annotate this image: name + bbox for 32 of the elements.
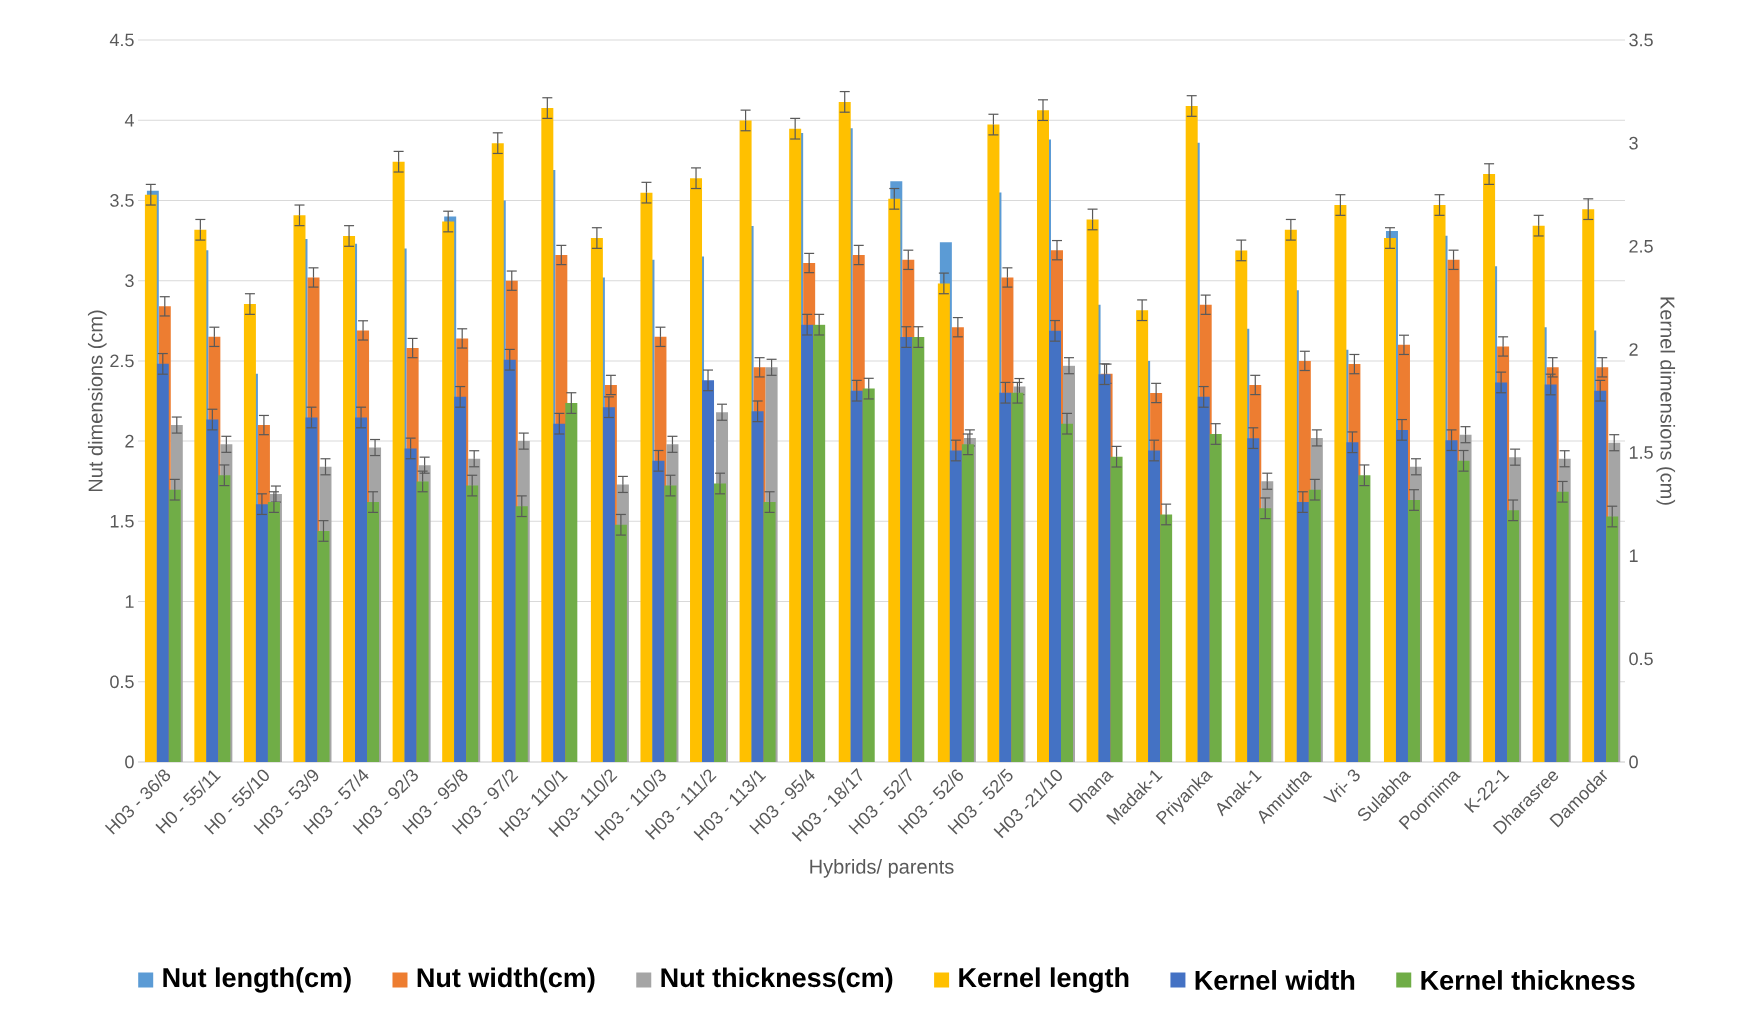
y2-tick-label: 1 xyxy=(1629,549,1638,562)
y2-tick-label: 3 xyxy=(1629,136,1638,150)
y-tick-label: 4.5 xyxy=(109,33,134,47)
bar xyxy=(1110,456,1123,762)
y2-tick-label: 0.5 xyxy=(1629,652,1653,666)
legend-label: Nut width(cm) xyxy=(417,967,595,993)
y-axis-title: Nut dimensions (cm) xyxy=(87,310,107,492)
legend-label: Kernel width xyxy=(1195,970,1355,990)
y2-tick-label: 2 xyxy=(1629,343,1638,356)
x-tick-label: Vri- 3 xyxy=(1322,769,1360,803)
y-tick-label: 0.5 xyxy=(110,675,134,689)
x-axis-title: Hybrids/ parents xyxy=(810,859,954,878)
y-tick-label: 2.5 xyxy=(110,354,134,368)
y-tick-label: 1 xyxy=(125,595,134,608)
bar xyxy=(690,178,703,762)
y2-axis-title: Kernel dimensions (cm) xyxy=(1656,297,1676,505)
y-tick-label: 2 xyxy=(125,434,134,448)
y-tick-label: 0 xyxy=(125,755,134,769)
y2-tick-label: 0 xyxy=(1629,755,1638,769)
y-tick-label: 3.5 xyxy=(110,194,134,207)
bar xyxy=(1086,219,1099,762)
y2-tick-label: 3.5 xyxy=(1629,33,1653,47)
legend-label: Nut length(cm) xyxy=(163,967,351,993)
y-tick-label: 1.5 xyxy=(110,515,134,528)
legend-label: Kernel thickness xyxy=(1421,970,1635,990)
y2-tick-label: 1.5 xyxy=(1629,446,1653,459)
y2-tick-label: 2.5 xyxy=(1629,239,1653,253)
legend-label: Nut thickness(cm) xyxy=(661,967,893,993)
y-tick-label: 3 xyxy=(125,274,134,288)
bar xyxy=(1037,110,1049,762)
legend-label: Kernel length xyxy=(959,967,1129,993)
y-tick-label: 4 xyxy=(124,114,134,127)
